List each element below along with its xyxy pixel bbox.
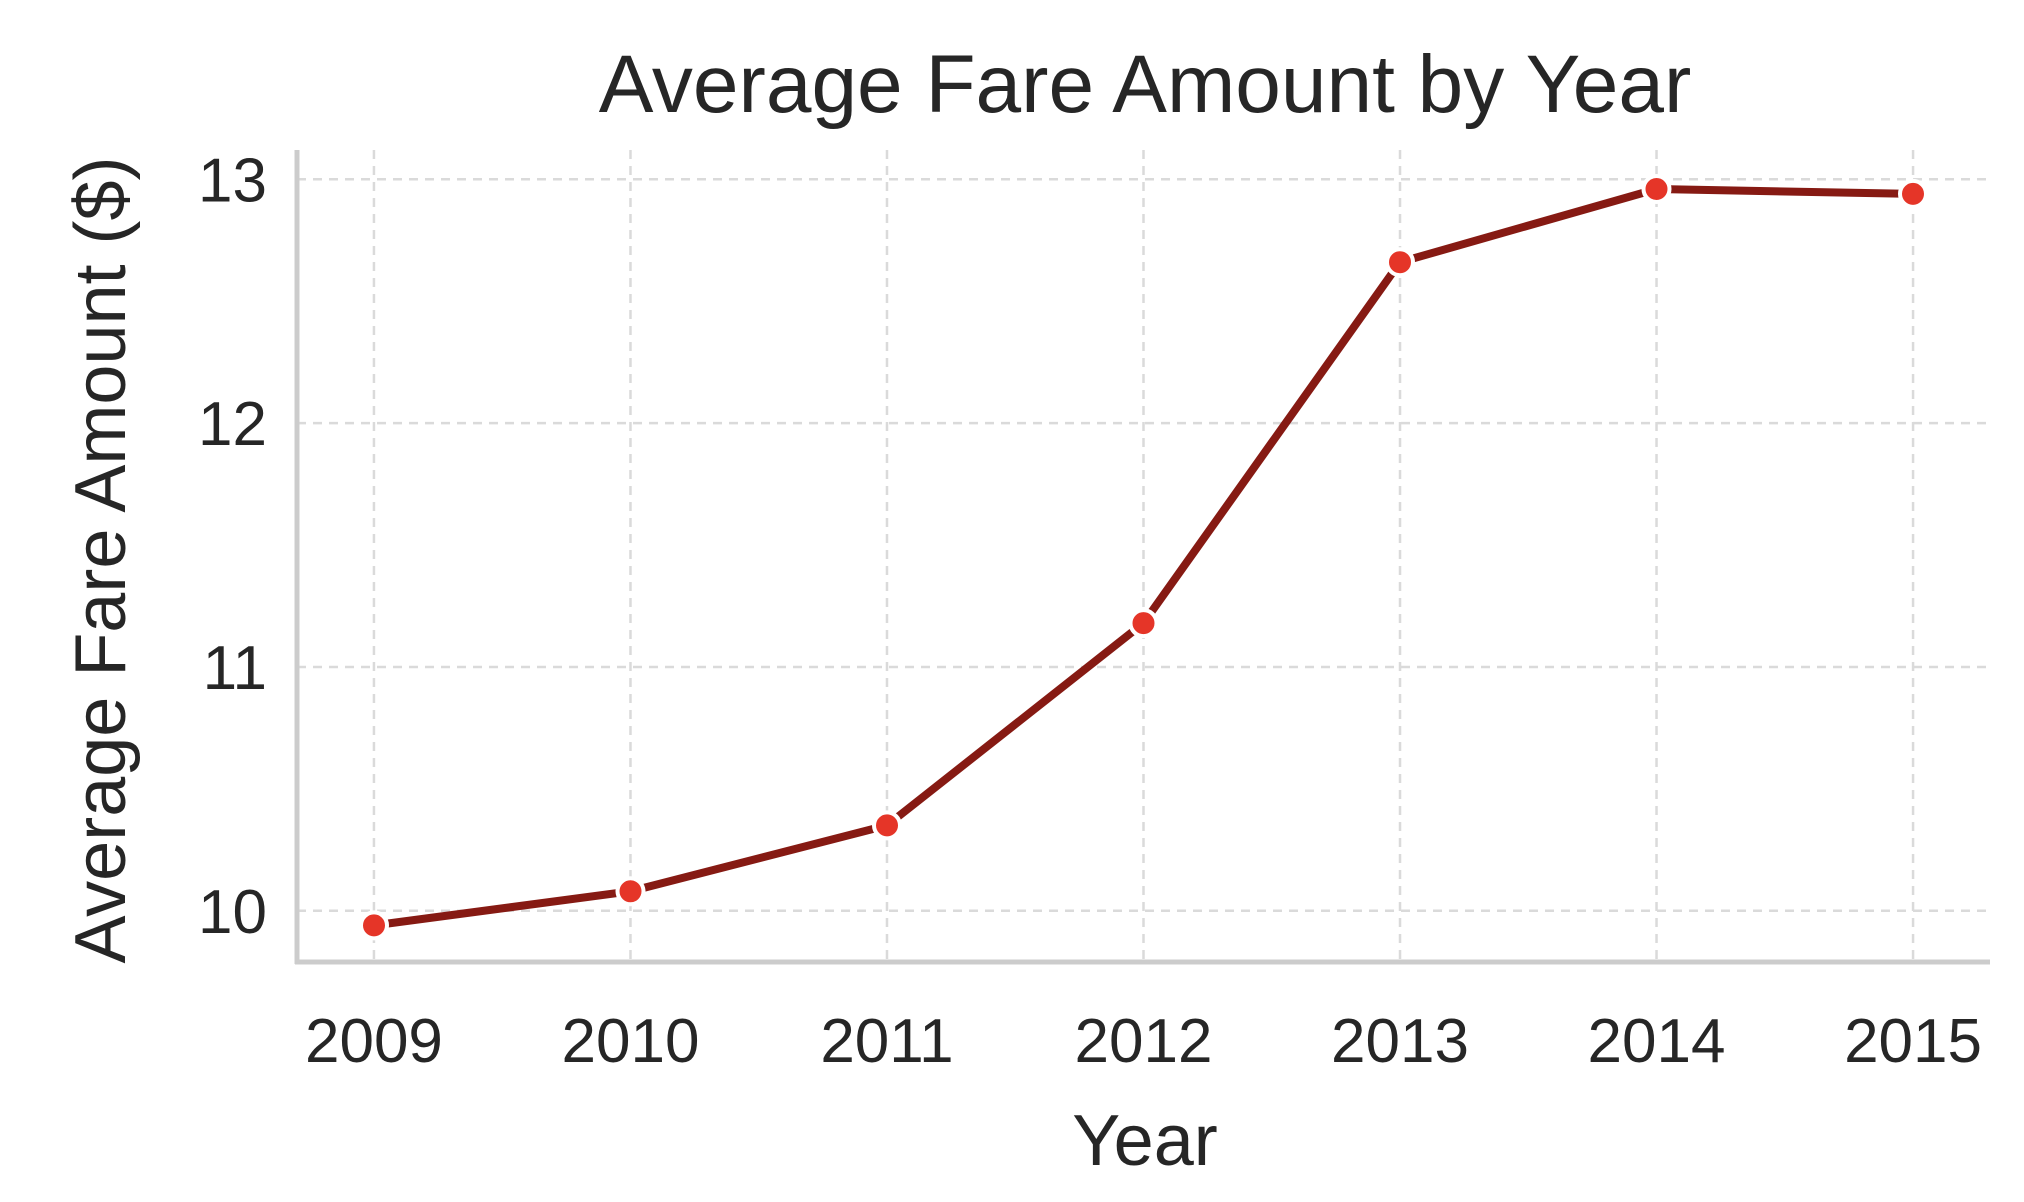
- data-point-2009: [359, 910, 389, 941]
- x-axis-label: Year: [1072, 1101, 1217, 1181]
- y-tick-label-10: 10: [198, 878, 267, 947]
- chart-title: Average Fare Amount by Year: [599, 39, 1692, 130]
- data-point-2010: [615, 876, 646, 907]
- x-tick-label-2010: 2010: [562, 1007, 700, 1076]
- tick-labels: 2009 2010 2011 2012 2013 2014 2015 10 11 12 13: [198, 146, 1982, 1076]
- y-axis-label: Average Fare Amount ($): [61, 156, 141, 963]
- series-layer: [359, 174, 1928, 941]
- y-tick-label-12: 12: [198, 390, 267, 459]
- x-tick-label-2015: 2015: [1844, 1007, 1982, 1076]
- data-point-2015: [1898, 178, 1928, 209]
- y-tick-label-13: 13: [198, 146, 267, 215]
- data-point-2013: [1385, 247, 1415, 278]
- x-tick-label-2014: 2014: [1588, 1007, 1726, 1076]
- x-tick-label-2013: 2013: [1331, 1007, 1469, 1076]
- axis-spines: [294, 150, 1990, 965]
- data-point-2012: [1128, 608, 1159, 639]
- x-tick-label-2011: 2011: [820, 1007, 953, 1076]
- x-tick-label-2012: 2012: [1075, 1007, 1213, 1076]
- x-tick-label-2009: 2009: [305, 1007, 443, 1076]
- y-tick-label-11: 11: [203, 634, 267, 703]
- data-point-2014: [1641, 174, 1672, 204]
- data-point-2011: [872, 810, 902, 841]
- grid-lines: [297, 150, 1990, 962]
